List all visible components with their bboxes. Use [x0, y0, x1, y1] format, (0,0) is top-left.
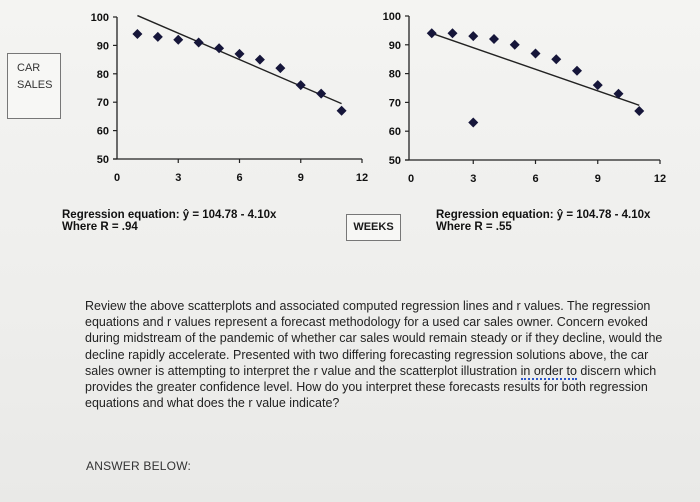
chart2-equation: Regression equation: ŷ = 104.78 - 4.10x	[436, 209, 651, 221]
chart2-x-tick-label: 12	[654, 173, 666, 185]
chart1-y-tick-label: 90	[97, 40, 109, 52]
question-part2: discern which provides the greater confi…	[85, 363, 657, 411]
chart2-data-point	[592, 80, 603, 91]
chart2-data-point	[426, 28, 437, 39]
chart2-r-value: Where R = .55	[436, 221, 512, 233]
chart2-data-point	[447, 28, 458, 39]
chart2-regression-line	[431, 32, 640, 106]
question-underlined: in order to	[520, 363, 577, 380]
side-label-line1: CAR	[17, 62, 41, 74]
chart2-x-tick-label: 9	[595, 173, 601, 185]
chart2-y-tick-label: 100	[383, 11, 401, 23]
chart2-data-point	[530, 48, 541, 59]
chart1-data-point	[214, 43, 225, 54]
chart1-x-tick-label: 0	[114, 172, 120, 184]
chart1-r-value: Where R = .94	[62, 221, 138, 233]
chart1-x-tick-label: 3	[175, 172, 181, 184]
chart1-y-tick-label: 60	[97, 126, 109, 138]
chart1-y-tick-label: 100	[91, 12, 109, 24]
chart1-data-point	[132, 29, 143, 40]
scatterplots: 50 60 70 80 90 100 0 3 6 9 12 50 60 70 80 90 100 0 3 6 9 12	[91, 11, 666, 185]
question-text: Review the above scatterplots and associ…	[85, 298, 675, 411]
x-axis-label-box: WEEKS	[346, 214, 401, 241]
chart1-data-point	[152, 31, 163, 42]
chart2-data-point	[468, 31, 479, 42]
chart2-y-tick-label: 90	[389, 40, 401, 52]
chart1-data-point	[275, 63, 286, 74]
chart2-y-tick-label: 50	[389, 155, 401, 167]
chart1-data-point	[193, 37, 204, 48]
chart2-data-point	[489, 34, 499, 45]
chart1-y-tick-label: 80	[97, 69, 109, 81]
chart1-regression-line	[137, 14, 342, 105]
question-part1: Review the above scatterplots and associ…	[85, 299, 663, 378]
chart2-data-point	[551, 54, 562, 65]
chart2-data-point	[468, 117, 479, 128]
chart1-y-tick-label: 70	[97, 97, 109, 109]
chart2-x-tick-label: 0	[408, 173, 414, 185]
chart1-y-tick-label: 50	[97, 154, 109, 166]
chart2-data-point	[572, 65, 582, 76]
y-axis-label-box: CAR SALES	[7, 53, 61, 119]
chart2-data-point	[509, 39, 520, 50]
chart1-x-tick-label: 12	[356, 172, 368, 184]
chart1-equation: Regression equation: ŷ = 104.78 - 4.10x	[62, 209, 277, 221]
answer-label: ANSWER BELOW:	[86, 459, 192, 473]
chart2-x-tick-label: 6	[532, 173, 538, 185]
chart1-data-point	[234, 48, 245, 59]
chart1-data-point	[336, 105, 347, 116]
chart1-data-point	[254, 54, 265, 65]
chart2-data-point	[634, 106, 645, 117]
chart2-y-tick-label: 60	[389, 126, 401, 138]
chart1-equation-block: Regression equation: ŷ = 104.78 - 4.10x …	[62, 209, 276, 233]
chart1-x-tick-label: 9	[298, 172, 304, 184]
chart1-data-point	[316, 88, 327, 99]
chart2-data-point	[613, 88, 624, 99]
chart2-equation-block: Regression equation: ŷ = 104.78 - 4.10x …	[436, 209, 650, 233]
chart1-data-point	[173, 34, 184, 45]
side-label-line2: SALES	[17, 79, 53, 91]
chart1-data-point	[295, 80, 306, 91]
chart2-y-tick-label: 70	[389, 97, 401, 109]
chart1-x-tick-label: 6	[236, 172, 242, 184]
chart2-x-tick-label: 3	[470, 173, 476, 185]
chart2-y-tick-label: 80	[389, 69, 401, 81]
